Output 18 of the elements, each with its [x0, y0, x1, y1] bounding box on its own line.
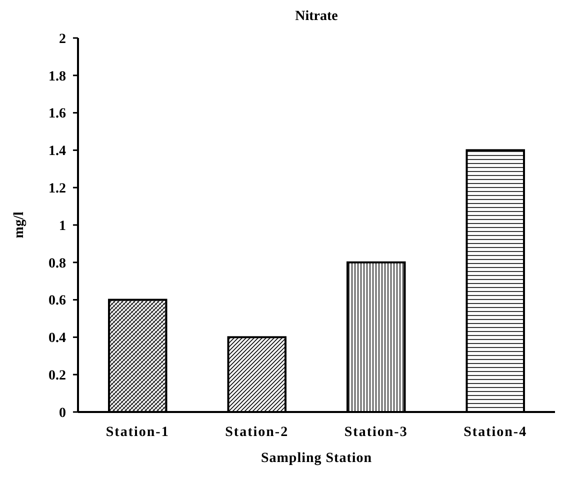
y-tick-label: 0.8	[48, 256, 66, 272]
x-tick-label: Station-1	[106, 425, 170, 440]
chart-title: Nitrate	[295, 9, 338, 24]
x-axis-title: Sampling Station	[260, 451, 372, 466]
y-tick-label: 0.6	[48, 294, 66, 309]
y-tick-label: 0.2	[48, 368, 66, 384]
y-tick-label: 1.2	[48, 182, 66, 196]
x-tick-label: Station-2	[225, 425, 289, 440]
y-tick-label: 1	[59, 218, 66, 234]
y-tick-label: 1.8	[48, 69, 66, 84]
y-axis-title: mg/l	[12, 212, 27, 238]
y-tick-label: 1.6	[48, 106, 66, 122]
y-tick-label: 1.4	[48, 144, 66, 160]
y-tick-label: 0	[59, 406, 66, 421]
x-tick-label: Station-3	[344, 425, 408, 440]
y-tick-label: 0.4	[48, 331, 66, 346]
y-tick-label: 2	[59, 32, 66, 47]
x-tick-label: Station-4	[464, 425, 528, 440]
